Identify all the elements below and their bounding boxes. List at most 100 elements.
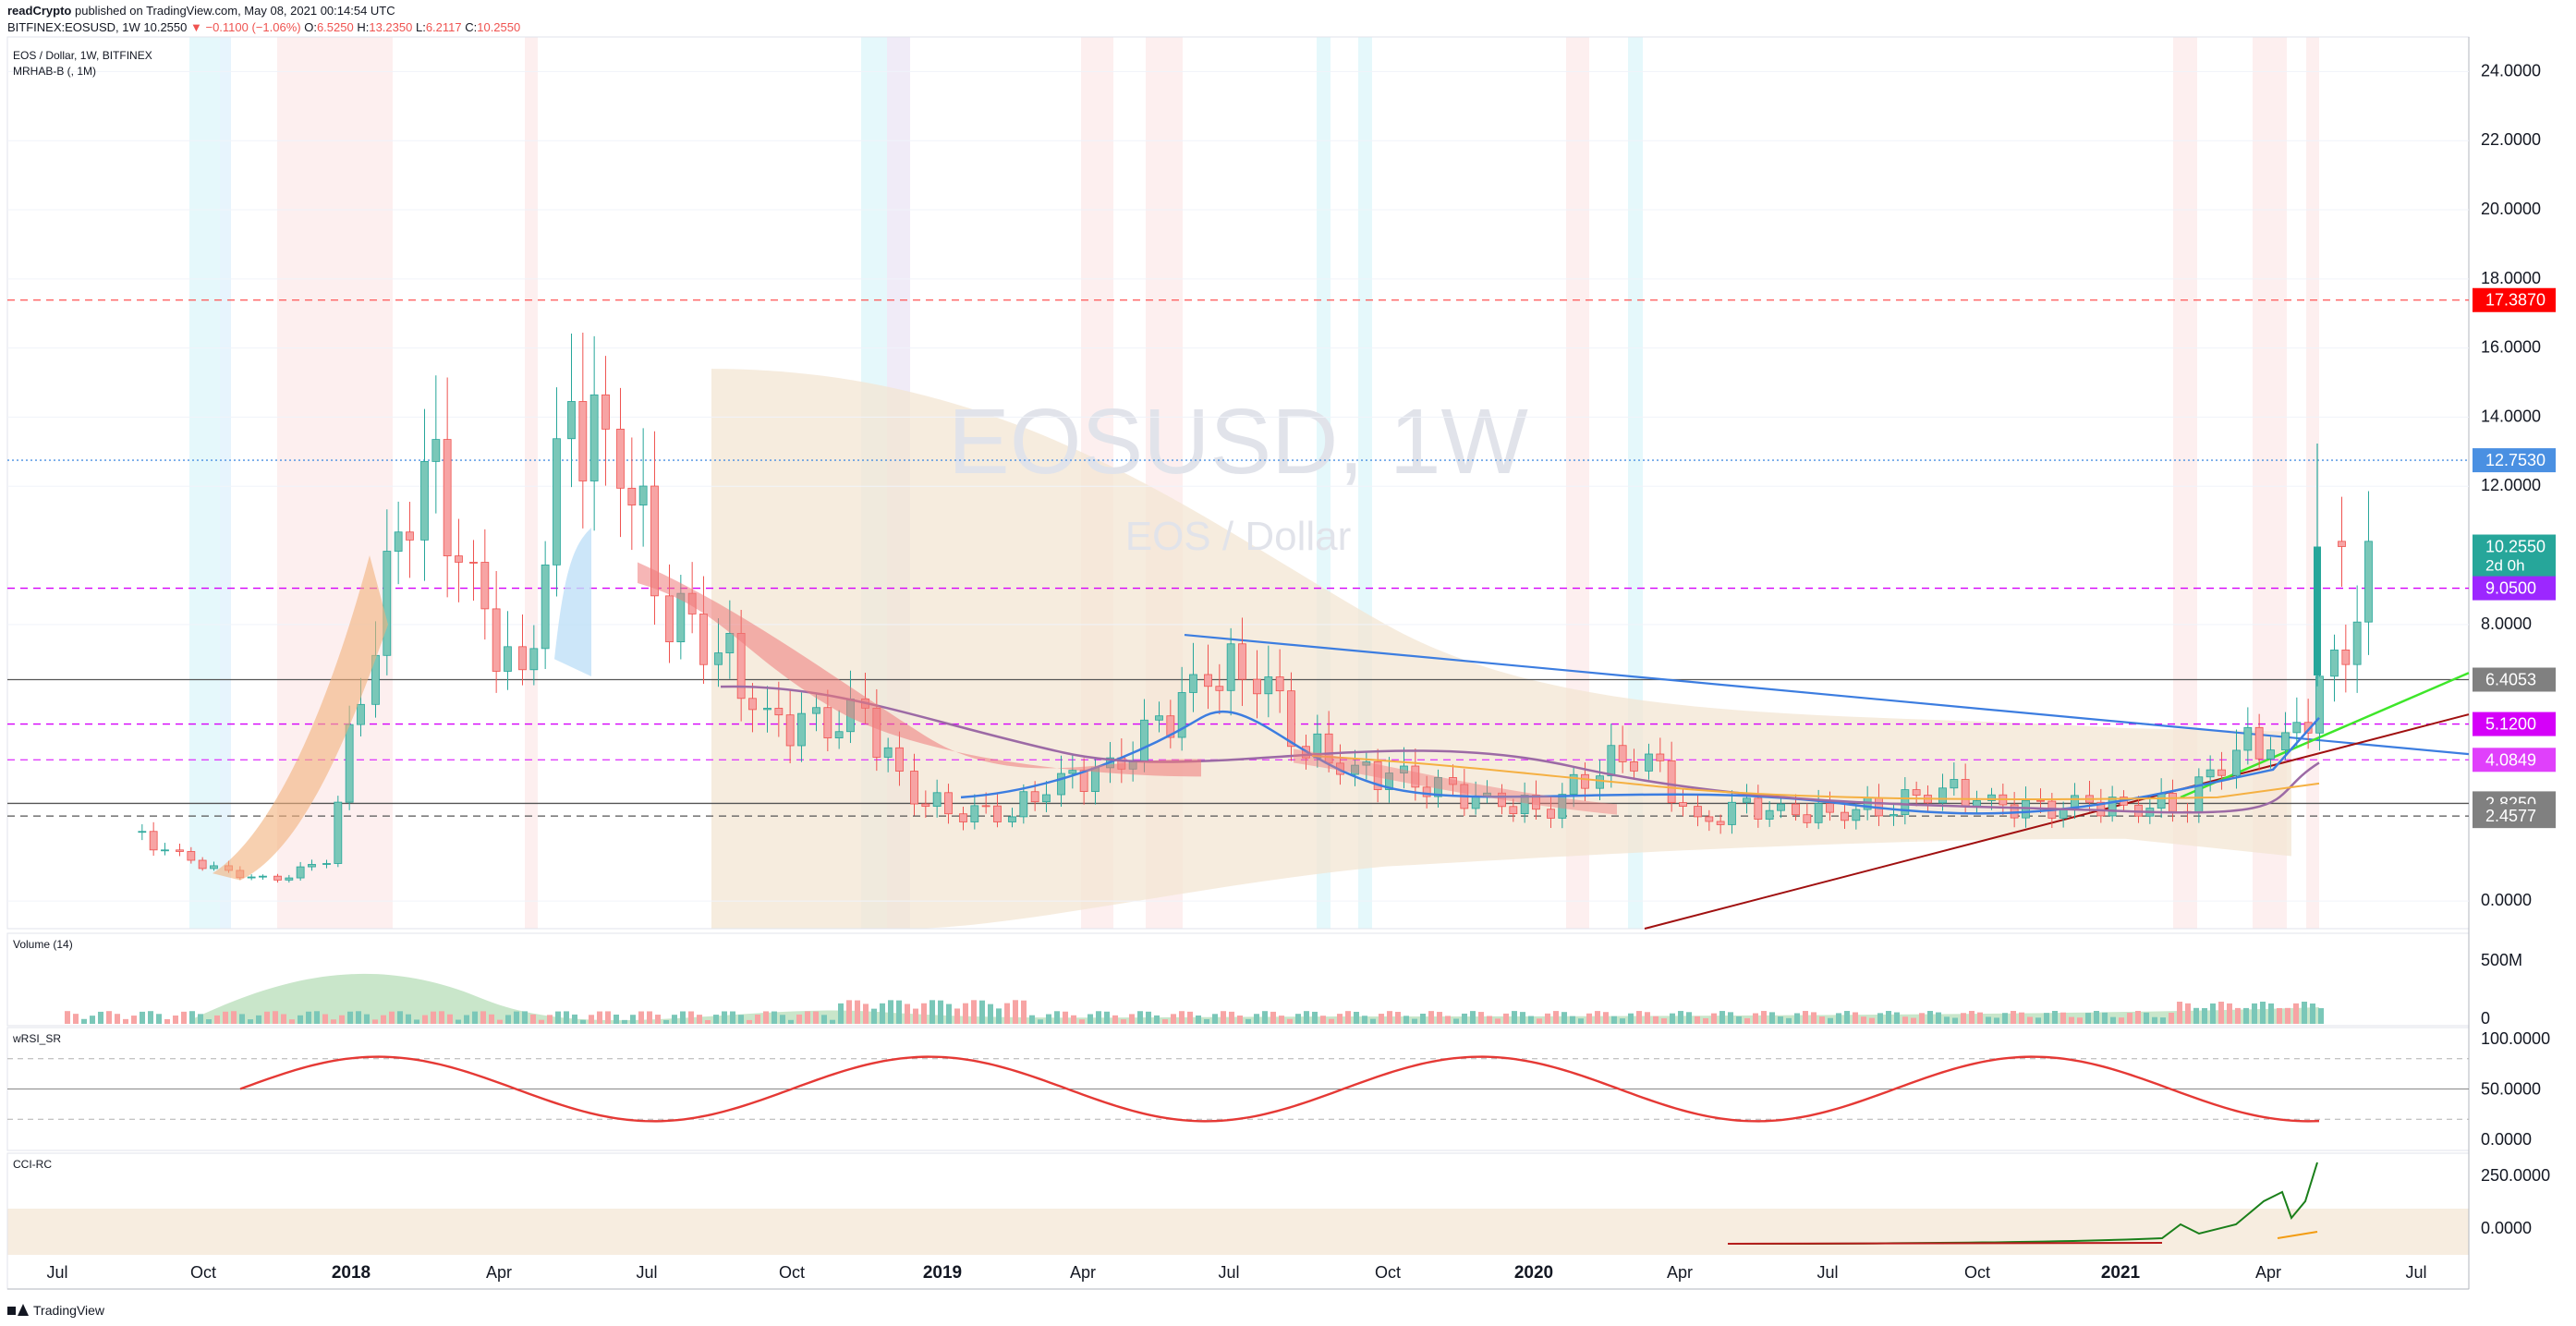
price-label-0: 17.3870 <box>2485 291 2546 310</box>
volume-bar <box>1395 1012 1401 1024</box>
low-value: 6.2117 <box>425 20 462 34</box>
candle-body <box>1705 816 1714 822</box>
volume-bar <box>456 1019 461 1024</box>
volume-bar <box>198 1014 203 1024</box>
volume-bar <box>2060 1012 2066 1024</box>
volume-bar <box>1229 1011 1234 1024</box>
volume-bar <box>1811 1012 1817 1024</box>
time-tick-5: Oct <box>779 1263 805 1282</box>
volume-bar <box>1154 1015 1160 1024</box>
volume-bar <box>1927 1011 1933 1024</box>
volume-bar <box>140 1011 145 1024</box>
candle-body <box>1400 765 1408 773</box>
symbol-label: BITFINEX:EOSUSD, 1W <box>7 20 140 34</box>
price-label-5: 5.1200 <box>2485 715 2536 734</box>
cci-red-line <box>1727 1242 2163 1245</box>
volume-bar <box>680 1011 686 1024</box>
volume-bar <box>1769 1012 1775 1024</box>
volume-bar <box>1212 1014 1218 1024</box>
volume-bar <box>1678 1011 1683 1024</box>
volume-bar <box>663 1019 669 1024</box>
time-tick-10: 2020 <box>1514 1263 1553 1283</box>
volume-bar <box>1029 1015 1035 1024</box>
volume-bar <box>1952 1017 1958 1024</box>
volume-bar <box>414 1019 419 1024</box>
volume-bar <box>2318 1008 2324 1024</box>
volume-bar <box>2027 1016 2033 1024</box>
candle-body <box>1155 715 1163 721</box>
candle-body <box>259 875 267 878</box>
cci-tick-0: 250.0000 <box>2481 1166 2550 1185</box>
volume-bar <box>214 1015 220 1024</box>
ribbon-red-2 <box>1294 748 1617 815</box>
volume-bar <box>2268 1003 2274 1024</box>
candle-body <box>1901 789 1910 815</box>
candle-body <box>1889 814 1898 817</box>
candle-body <box>1679 802 1687 808</box>
volume-bar <box>81 1018 87 1024</box>
wrsi-tick-1: 50.0000 <box>2481 1080 2541 1099</box>
wrsi-pane-title: wRSI_SR <box>12 1032 61 1045</box>
volume-bar <box>1403 1016 1409 1024</box>
candle-body <box>812 707 820 714</box>
volume-bar <box>2094 1011 2099 1024</box>
volume-bar <box>1146 1011 1151 1024</box>
open-label: O: <box>304 20 317 34</box>
candle-body <box>2266 749 2275 760</box>
price-label-4: 6.4053 <box>2485 670 2536 688</box>
volume-bar <box>2044 1013 2049 1024</box>
volume-bar <box>1695 1016 1700 1024</box>
volume-bar <box>913 1008 918 1024</box>
candle-body <box>1226 643 1235 691</box>
volume-bar <box>1844 1011 1850 1024</box>
volume-bar <box>1462 1013 1467 1024</box>
candle-body <box>725 632 735 653</box>
volume-bar <box>1329 1018 1334 1024</box>
candle-body <box>1987 794 1996 801</box>
candle-body <box>2205 769 2215 778</box>
volume-bar <box>1254 1014 1259 1024</box>
volume-bar <box>314 1011 320 1024</box>
candle-body <box>1411 765 1420 788</box>
volume-bar <box>1986 1016 1991 1024</box>
tradingview-footer[interactable]: TradingView <box>7 1303 104 1318</box>
price-label-box-3 <box>2473 576 2556 601</box>
volume-bar <box>1936 1012 1941 1024</box>
volume-bar <box>2218 1002 2224 1024</box>
candle-body <box>2292 722 2302 734</box>
candle-body <box>748 698 757 711</box>
volume-bar <box>863 1004 869 1024</box>
volume-bar <box>1803 1011 1808 1024</box>
volume-bar <box>1977 1012 1983 1024</box>
volume-bar <box>1478 1012 1484 1024</box>
volume-bar <box>2085 1013 2091 1024</box>
green-trendline <box>2180 672 2470 799</box>
volume-bar <box>298 1015 303 1024</box>
volume-bar <box>1911 1017 1916 1024</box>
signal-band-0 <box>189 37 220 929</box>
time-tick-6: 2019 <box>923 1263 962 1283</box>
candle-body <box>910 771 918 805</box>
volume-bar <box>1520 1012 1525 1024</box>
candle-body <box>553 438 561 566</box>
price-tick-6: 12.0000 <box>2481 476 2541 494</box>
volume-bar <box>1528 1016 1534 1024</box>
candle-body <box>1777 803 1785 811</box>
candle-body <box>714 652 723 665</box>
candle-body <box>1716 821 1725 825</box>
candle-body <box>2341 649 2351 665</box>
volume-bar <box>1761 1011 1767 1024</box>
ribbon-blue <box>554 528 591 676</box>
publisher-name[interactable]: readCrypto <box>7 4 72 18</box>
price-label-box-0 <box>2473 287 2556 312</box>
candle-body <box>1057 772 1065 796</box>
price-label-8: 2.4577 <box>2485 807 2536 825</box>
price-label-box-1 <box>2473 448 2556 473</box>
volume-bar <box>1013 1000 1018 1024</box>
candle-body <box>834 731 844 739</box>
candle-body <box>2243 726 2253 751</box>
descending-trendline <box>1184 633 2470 756</box>
volume-bar <box>422 1015 428 1024</box>
candle-body <box>1728 801 1736 825</box>
